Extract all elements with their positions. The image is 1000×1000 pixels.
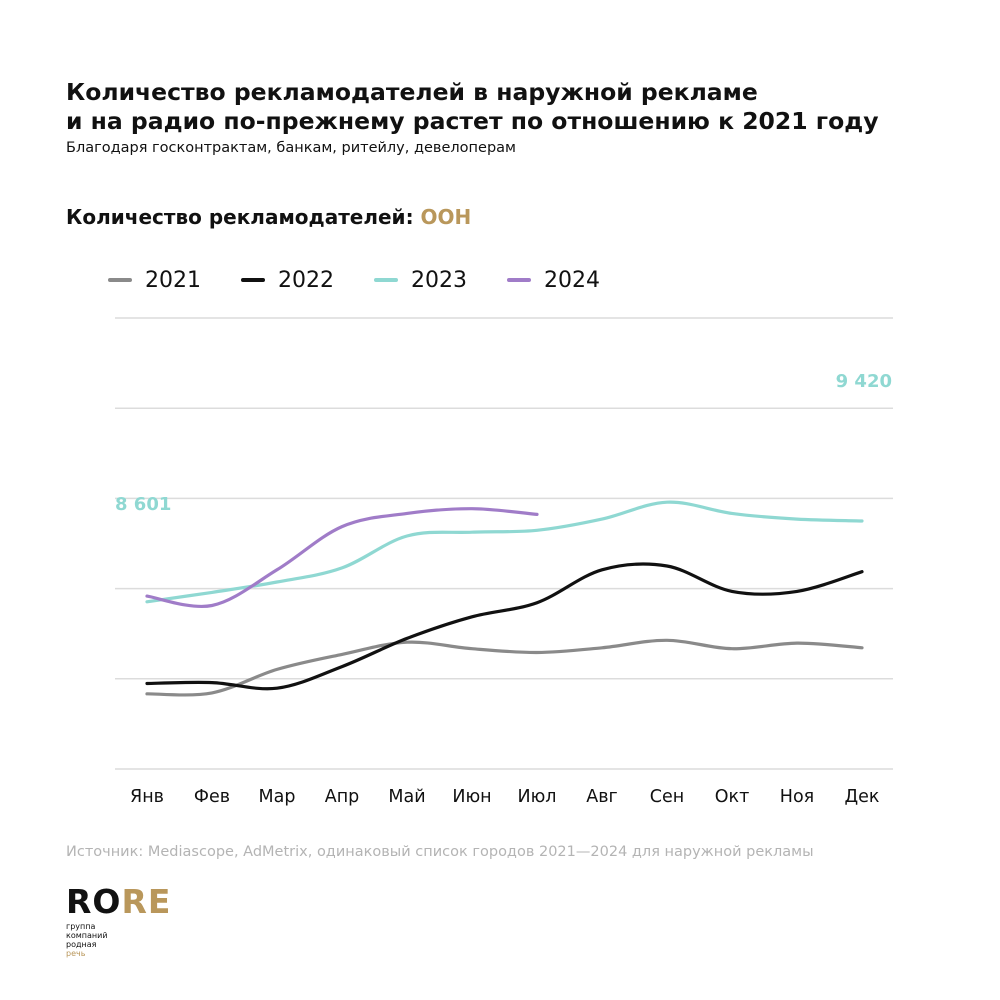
legend-label: 2024: [544, 267, 600, 293]
chart-heading-accent: ООН: [420, 205, 472, 229]
legend-item-2022: 2022: [241, 268, 334, 293]
logo-wordmark: RORE: [66, 884, 171, 920]
x-tick-label: Фев: [194, 787, 230, 807]
x-tick-label: Авг: [586, 787, 617, 807]
rore-logo: RORE группа компаний родная речь: [66, 884, 171, 959]
title-line-2: и на радио по-прежнему растет по отношен…: [66, 107, 879, 135]
x-tick-label: Май: [388, 787, 425, 807]
x-tick-label: Апр: [325, 787, 360, 807]
chart-legend: 2021 2022 2023 2024: [108, 266, 640, 294]
logo-tag-line-1: группа: [66, 922, 96, 931]
source-prefix: Источник:: [66, 844, 148, 860]
legend-label: 2022: [278, 267, 334, 293]
logo-tag-line-3: родная: [66, 940, 97, 949]
annotations: 8 601 9 420: [115, 371, 892, 515]
series-line-2023: [145, 500, 864, 604]
chart-heading: Количество рекламодателей: ООН: [66, 205, 471, 229]
legend-swatch: [374, 278, 398, 282]
logo-tag-line-2: компаний: [66, 931, 108, 940]
legend-swatch: [241, 278, 265, 282]
source-text: Mediascope, AdMetrix, одинаковый список …: [147, 844, 814, 860]
annotation-label: 9 420: [836, 371, 892, 392]
chart-title: Количество рекламодателей в наружной рек…: [66, 78, 966, 136]
series-line-2022: [145, 562, 864, 691]
series-line-2024: [145, 507, 539, 608]
source-note: Источник: Mediascope, AdMetrix, одинаков…: [66, 844, 814, 860]
x-tick-label: Сен: [650, 787, 684, 807]
x-tick-label: Дек: [844, 787, 879, 807]
series-line-2021: [145, 638, 864, 697]
x-tick-label: Июн: [452, 787, 491, 807]
legend-item-2023: 2023: [374, 268, 467, 293]
legend-swatch: [108, 278, 132, 282]
logo-tagline: группа компаний родная речь: [66, 922, 171, 958]
legend-item-2021: 2021: [108, 268, 201, 293]
chart-heading-text: Количество рекламодателей:: [66, 205, 421, 229]
annotation-label: 8 601: [115, 494, 171, 515]
logo-tag-line-4: речь: [66, 949, 86, 958]
chart-subtitle: Благодаря госконтрактам, банкам, ритейлу…: [66, 140, 516, 156]
x-tick-label: Июл: [517, 787, 556, 807]
title-line-1: Количество рекламодателей в наружной рек…: [66, 78, 758, 106]
legend-label: 2021: [145, 267, 201, 293]
legend-swatch: [507, 278, 531, 282]
logo-part-2: RE: [121, 882, 172, 921]
x-axis-ticks: Янв Фев Мар Апр Май Июн Июл Авг Сен Окт Ноя Дек: [130, 787, 879, 807]
logo-part-1: RO: [66, 882, 122, 921]
grid-lines: [115, 317, 893, 770]
x-tick-label: Мар: [259, 787, 296, 807]
series-lines: [145, 500, 864, 697]
legend-label: 2023: [411, 267, 467, 293]
x-tick-label: Окт: [715, 787, 750, 807]
x-tick-label: Янв: [130, 787, 164, 807]
x-tick-label: Ноя: [780, 787, 814, 807]
legend-item-2024: 2024: [507, 268, 600, 293]
